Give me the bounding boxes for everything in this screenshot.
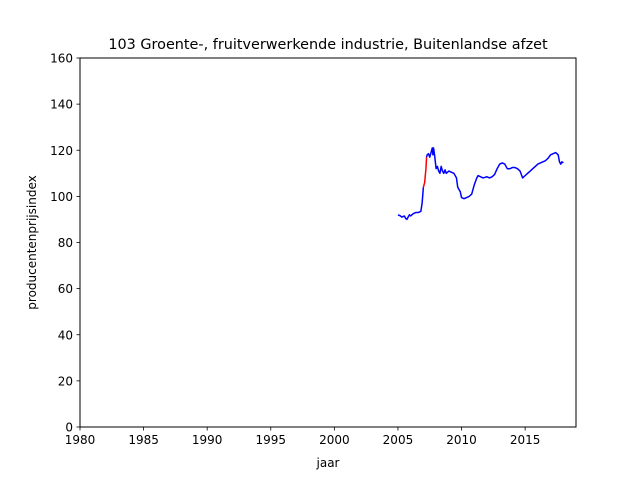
series-line-1: [397, 187, 425, 221]
series-layer: [397, 147, 564, 221]
x-tick-label: 1990: [192, 433, 223, 447]
y-tick-label: 120: [50, 144, 73, 158]
x-tick-label: 1980: [65, 433, 96, 447]
x-tick-label: 2015: [510, 433, 541, 447]
x-tick-label: 1985: [128, 433, 159, 447]
x-tick-label: 2005: [383, 433, 414, 447]
y-axis-label: producentenprijsindex: [25, 175, 39, 309]
y-tick-label: 40: [58, 328, 73, 342]
y-tick-label: 80: [58, 236, 73, 250]
y-tick-label: 20: [58, 374, 73, 388]
x-axis-ticks: 1980 1985 1990 1995 2000 2005 2010 2015: [65, 427, 541, 447]
y-tick-label: 100: [50, 190, 73, 204]
chart-title: 103 Groente-, fruitverwerkende industrie…: [108, 37, 548, 53]
y-tick-label: 160: [50, 52, 73, 66]
y-tick-label: 0: [65, 421, 73, 435]
series-line-2: [422, 157, 428, 188]
series-line-3: [425, 147, 564, 200]
x-tick-label: 2000: [319, 433, 350, 447]
x-tick-label: 2010: [446, 433, 477, 447]
x-axis-label: jaar: [316, 456, 340, 470]
y-tick-label: 140: [50, 98, 73, 112]
x-tick-label: 1995: [255, 433, 286, 447]
y-tick-label: 60: [58, 282, 73, 296]
y-axis-ticks: 0 20 40 60 80 100 120 140 160: [50, 52, 80, 435]
